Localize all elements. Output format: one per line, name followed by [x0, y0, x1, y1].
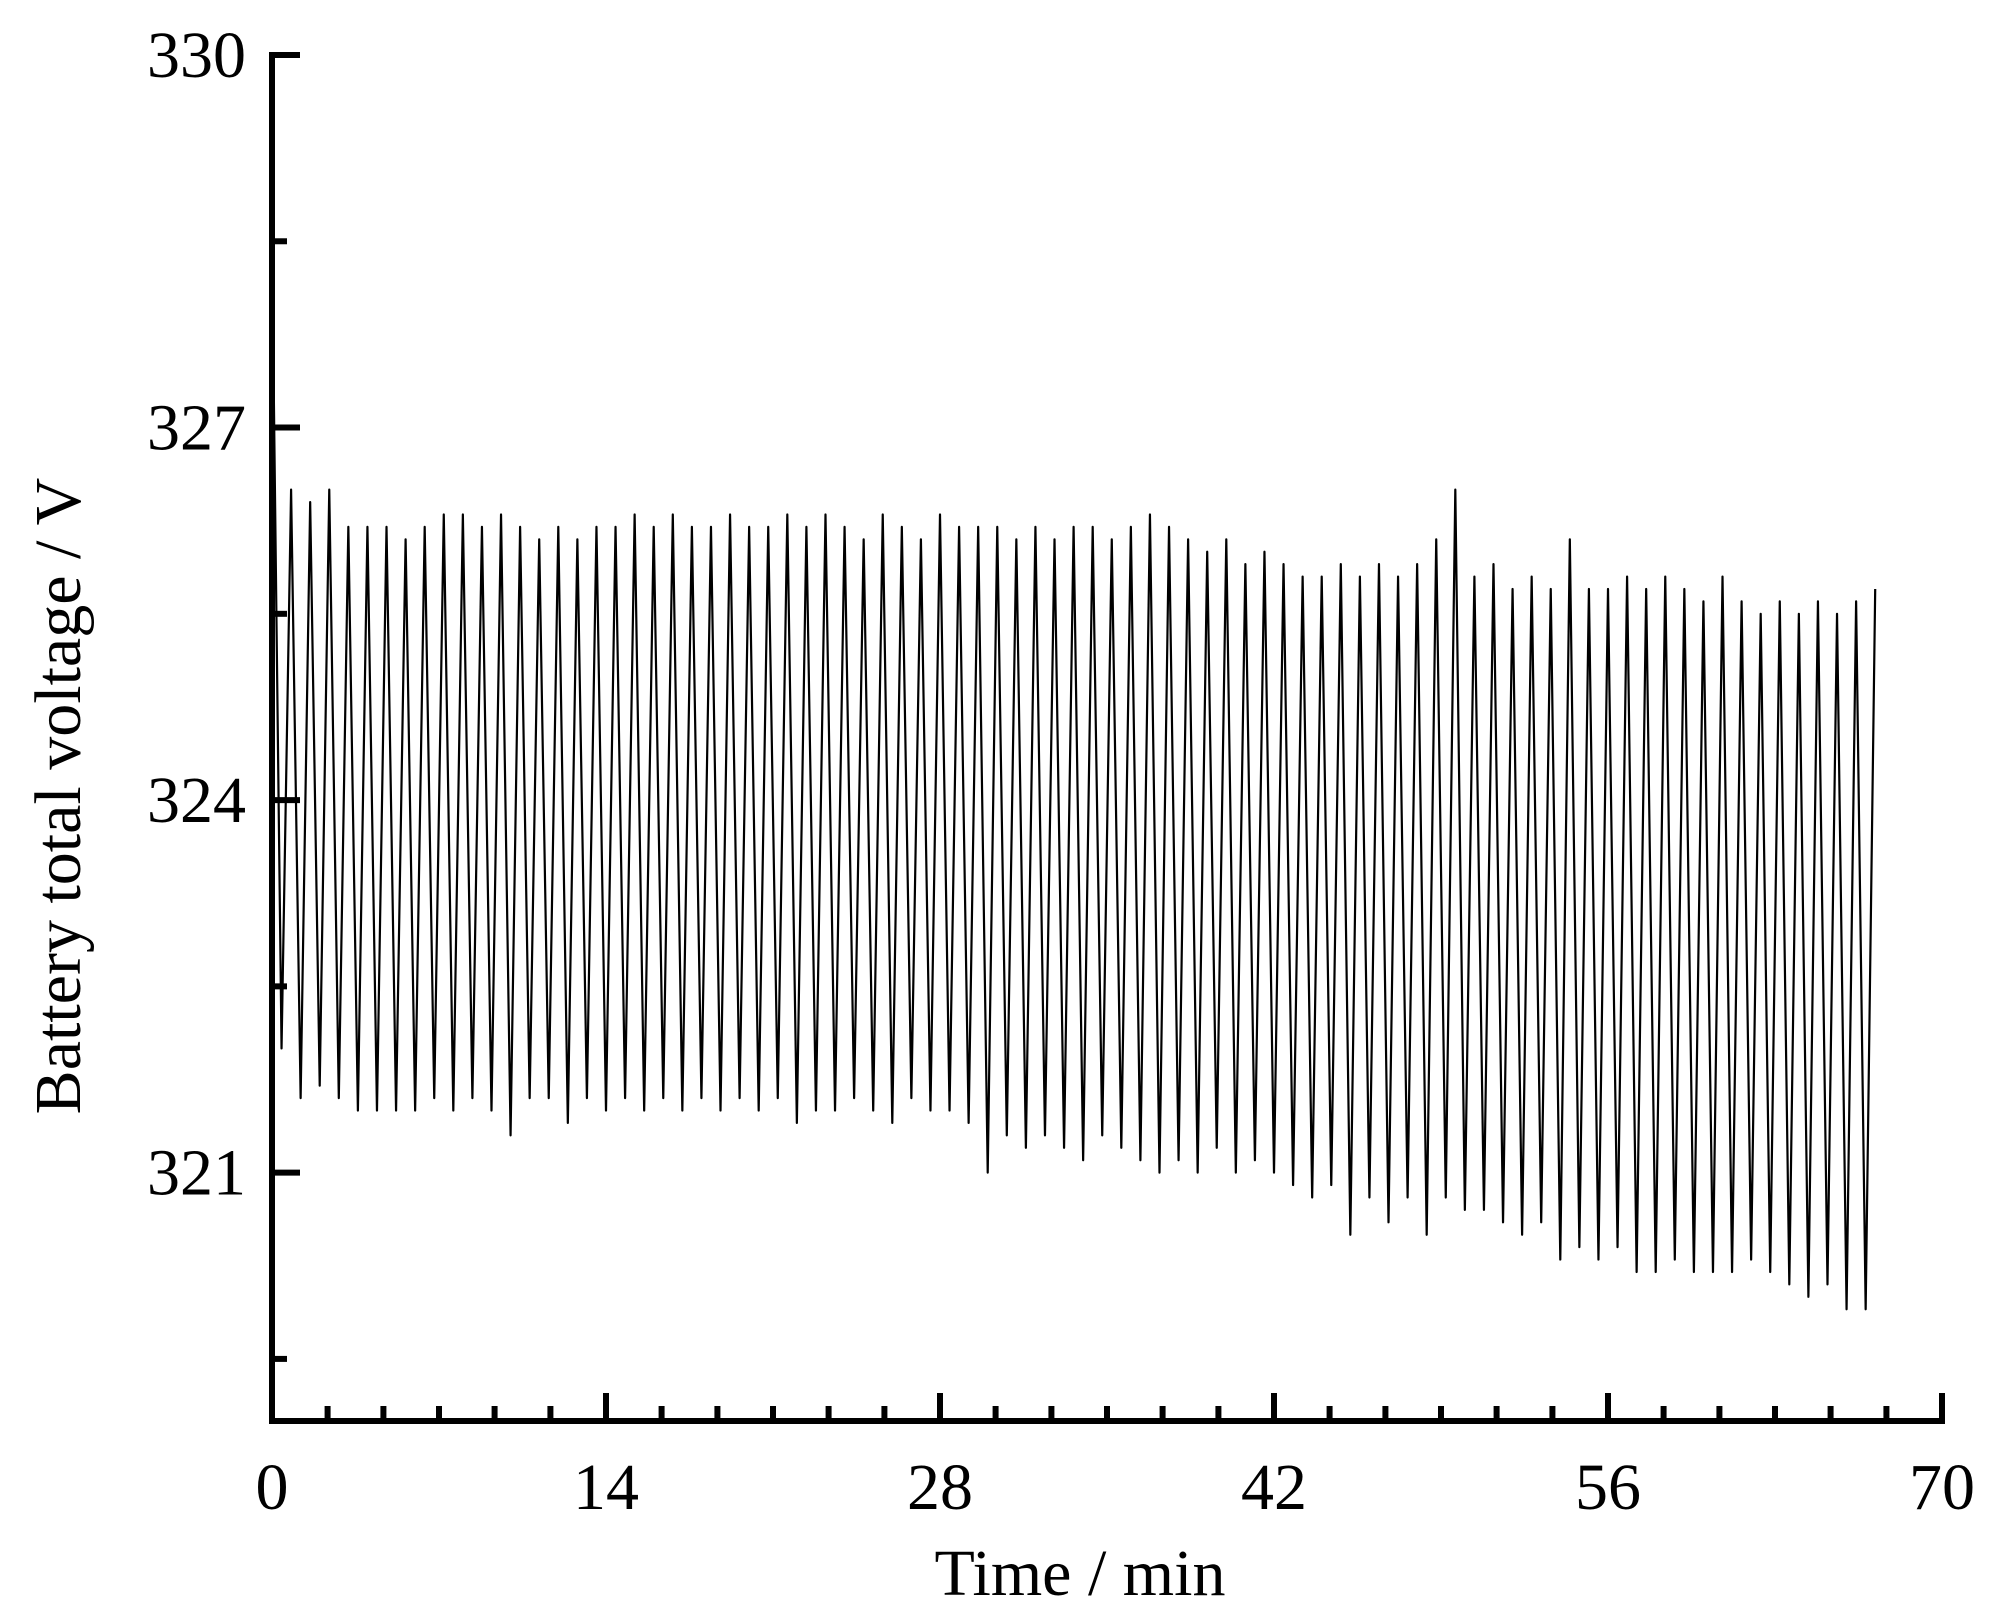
y-tick-label: 321: [147, 1137, 246, 1210]
x-tick-label: 70: [1909, 1451, 1975, 1524]
y-tick-label: 330: [147, 19, 246, 92]
x-tick-label: 0: [256, 1451, 289, 1524]
x-tick-label: 14: [573, 1451, 639, 1524]
x-tick-label: 56: [1575, 1451, 1641, 1524]
y-tick-label: 327: [147, 392, 246, 465]
y-axis-label: Battery total voltage / V: [22, 478, 95, 1115]
y-tick-label: 324: [147, 764, 246, 837]
x-tick-label: 42: [1241, 1451, 1307, 1524]
x-tick-label: 28: [907, 1451, 973, 1524]
data-line: [270, 241, 1877, 1311]
x-axis-label: Time / min: [935, 1537, 1226, 1605]
